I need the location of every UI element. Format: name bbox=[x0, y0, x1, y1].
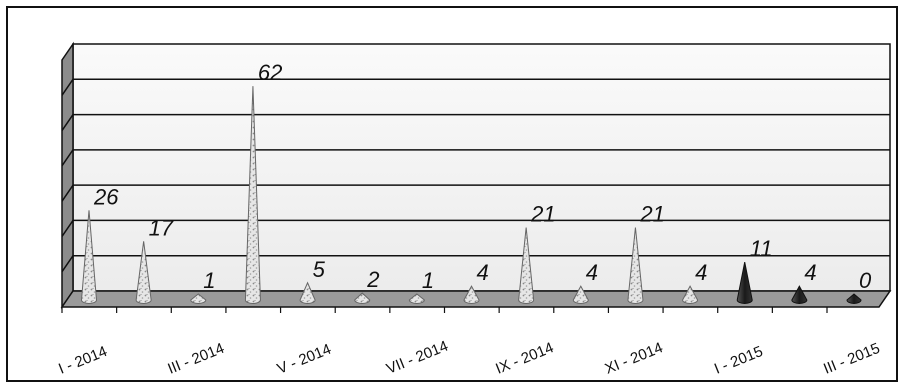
data-label: 11 bbox=[750, 236, 773, 261]
cone-bar bbox=[299, 281, 316, 304]
data-label: 1 bbox=[203, 268, 215, 293]
cone-bar bbox=[846, 293, 862, 304]
data-label: 26 bbox=[93, 184, 119, 209]
cone-bar bbox=[190, 293, 207, 304]
side-gridline bbox=[61, 114, 74, 131]
x-tick-label: XI - 2014 bbox=[603, 339, 666, 378]
data-label: 2 bbox=[366, 267, 379, 292]
x-tick-label: IX - 2014 bbox=[493, 339, 556, 378]
data-label: 4 bbox=[804, 260, 816, 285]
cone-bar bbox=[135, 241, 152, 304]
x-tick-label: III - 2015 bbox=[821, 340, 882, 378]
cone-bar bbox=[463, 285, 480, 304]
x-tick-label: V - 2014 bbox=[275, 341, 334, 378]
tick-labels: I - 2014 III - 2014 V - 2014 VII - 2014 IX -… bbox=[56, 338, 882, 378]
data-label: 21 bbox=[639, 202, 664, 227]
cone-bar bbox=[518, 227, 535, 304]
tick-marks bbox=[61, 307, 828, 313]
data-label: 5 bbox=[313, 257, 326, 282]
cones bbox=[80, 86, 862, 304]
data-label: 4 bbox=[477, 260, 489, 285]
x-tick-label: I - 2015 bbox=[712, 343, 766, 378]
x-tick-label: I - 2014 bbox=[56, 343, 110, 378]
cone-bar bbox=[80, 210, 98, 304]
data-label: 4 bbox=[695, 260, 707, 285]
side-gridline bbox=[61, 255, 74, 273]
data-label: 17 bbox=[149, 215, 174, 240]
data-label: 21 bbox=[530, 202, 555, 227]
data-label: 62 bbox=[258, 60, 282, 85]
cone-bar bbox=[572, 285, 589, 304]
x-tick-label: III - 2014 bbox=[165, 340, 226, 378]
cone-bar bbox=[244, 86, 261, 304]
cone-bar bbox=[408, 293, 425, 304]
cone-bar bbox=[791, 285, 808, 304]
side-gridline bbox=[61, 220, 74, 237]
cone-bar bbox=[682, 285, 699, 304]
gridlines bbox=[61, 78, 890, 273]
data-label: 4 bbox=[586, 260, 598, 285]
side-gridline bbox=[61, 78, 74, 96]
cone-bar bbox=[627, 227, 644, 304]
data-label: 1 bbox=[422, 268, 434, 293]
cone-bar bbox=[354, 292, 371, 304]
side-gridline bbox=[61, 184, 74, 202]
chart-side-wall bbox=[61, 41, 74, 310]
x-tick-label: VII - 2014 bbox=[384, 338, 451, 378]
side-gridline bbox=[61, 149, 74, 167]
cone-bar bbox=[736, 261, 753, 304]
data-label: 0 bbox=[859, 268, 872, 293]
